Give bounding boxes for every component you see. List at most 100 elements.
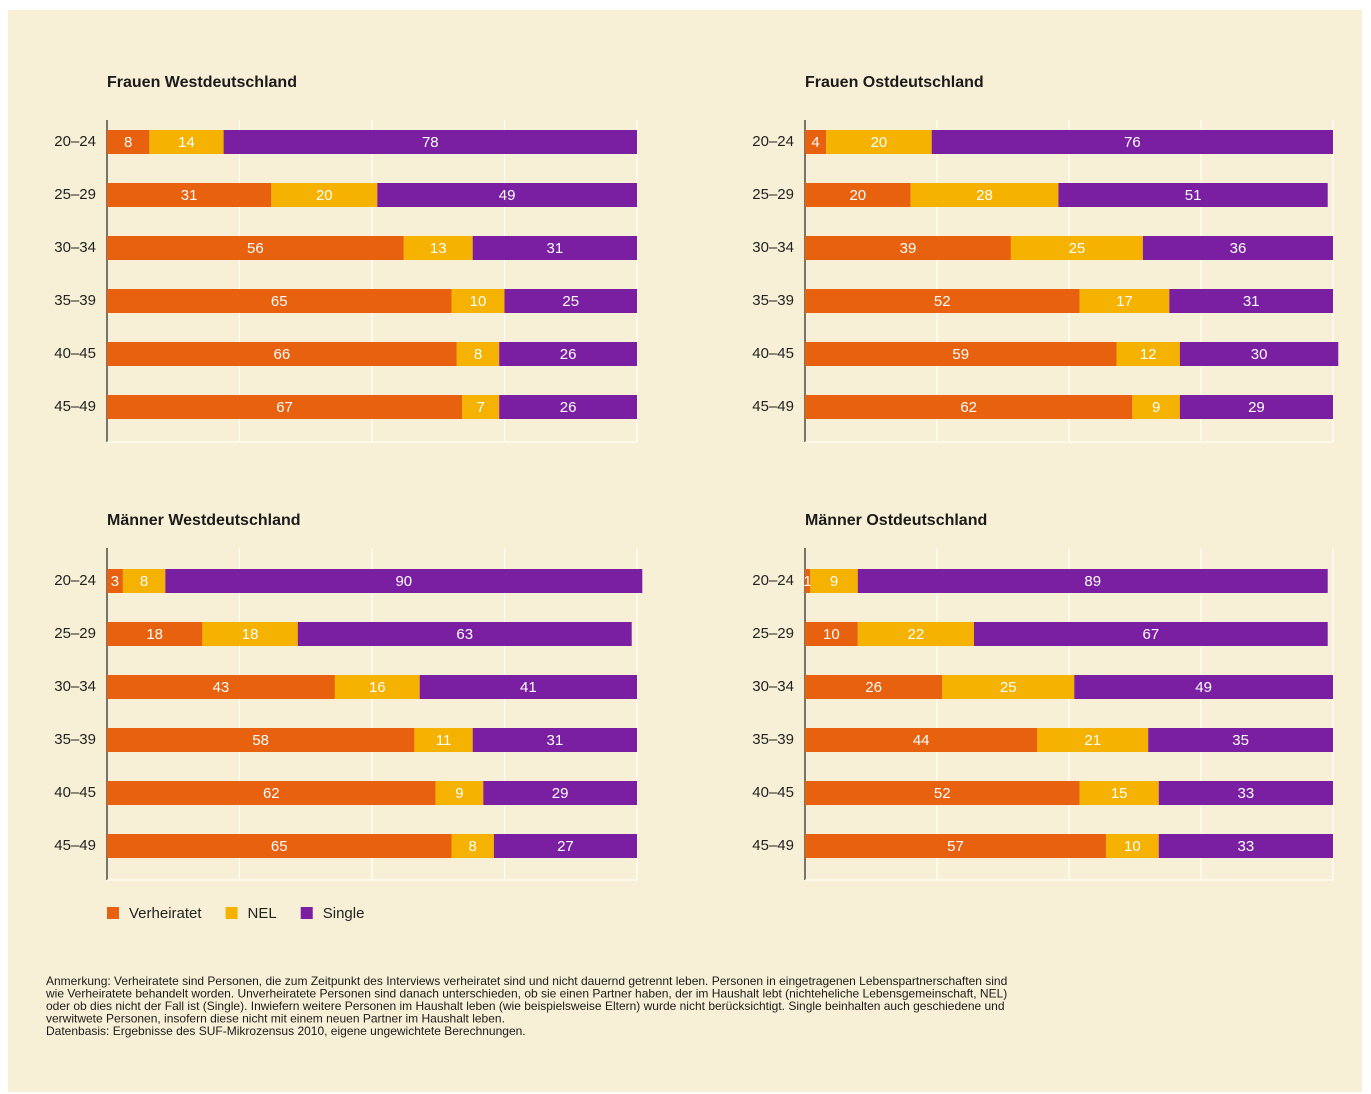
legend-label: NEL	[248, 905, 277, 922]
data-label: 52	[934, 785, 951, 802]
bar-segment	[805, 569, 811, 593]
data-label: 29	[552, 785, 569, 802]
y-tick-label: 20–24	[752, 572, 794, 589]
data-label: 26	[560, 399, 577, 416]
data-label: 56	[247, 240, 264, 257]
data-label: 31	[547, 240, 564, 257]
data-label: 8	[140, 573, 148, 590]
data-label: 27	[557, 838, 574, 855]
note-line: oder ob dies nicht der Fall ist (Single)…	[46, 999, 1005, 1013]
data-label: 43	[213, 679, 230, 696]
data-label: 31	[181, 187, 198, 204]
data-label: 10	[470, 293, 487, 310]
data-label: 49	[499, 187, 516, 204]
data-label: 9	[455, 785, 463, 802]
data-label: 25	[562, 293, 579, 310]
bar-segment	[107, 834, 452, 858]
bar-segment	[1079, 781, 1159, 805]
data-label: 51	[1185, 187, 1202, 204]
note-line: Anmerkung: Verheiratete sind Personen, d…	[46, 974, 1007, 988]
data-label: 11	[436, 732, 452, 749]
data-label: 67	[276, 399, 293, 416]
y-tick-label: 35–39	[54, 292, 96, 309]
chart-title: Frauen Westdeutschland	[107, 74, 297, 91]
data-label: 4	[811, 134, 819, 151]
y-tick-label: 40–45	[752, 784, 794, 801]
bar-segment	[223, 130, 637, 154]
data-label: 66	[274, 346, 291, 363]
data-label: 25	[1069, 240, 1086, 257]
bar-segment	[805, 781, 1080, 805]
bar-segment	[149, 130, 224, 154]
y-tick-label: 45–49	[752, 398, 794, 415]
bar-segment	[1058, 183, 1328, 207]
bar-segment	[456, 342, 500, 366]
bar-segment	[107, 569, 123, 593]
background	[8, 10, 1362, 1092]
bar-segment	[1079, 289, 1170, 313]
y-tick-label: 30–34	[54, 678, 96, 695]
data-label: 65	[271, 838, 288, 855]
data-label: 20	[849, 187, 866, 204]
bar-segment	[1158, 781, 1333, 805]
bar-segment	[1142, 236, 1333, 260]
bar-segment	[1037, 728, 1149, 752]
data-label: 35	[1232, 732, 1249, 749]
bar-segment	[414, 728, 473, 752]
data-label: 57	[947, 838, 964, 855]
y-tick-label: 30–34	[752, 678, 794, 695]
data-label: 33	[1238, 838, 1255, 855]
data-label: 21	[1084, 732, 1101, 749]
data-label: 10	[1124, 838, 1141, 855]
legend-swatch	[107, 907, 119, 919]
bar-segment	[107, 342, 457, 366]
bar-segment	[805, 342, 1117, 366]
data-label: 31	[547, 732, 564, 749]
bar-segment	[334, 675, 420, 699]
data-label: 20	[871, 134, 888, 151]
bar-segment	[122, 569, 166, 593]
data-label: 25	[1000, 679, 1017, 696]
data-label: 39	[900, 240, 917, 257]
y-tick-label: 20–24	[54, 133, 96, 150]
data-label: 1	[803, 573, 811, 590]
bar-segment	[297, 622, 632, 646]
bar-segment	[107, 675, 335, 699]
bar-segment	[165, 569, 643, 593]
data-label: 13	[430, 240, 447, 257]
bar-segment	[1158, 834, 1333, 858]
data-label: 7	[476, 399, 484, 416]
bar-segment	[451, 289, 505, 313]
data-label: 65	[271, 293, 288, 310]
y-tick-label: 25–29	[54, 186, 96, 203]
bar-segment	[499, 342, 637, 366]
bar-segment	[504, 289, 637, 313]
bar-segment	[435, 781, 484, 805]
bar-segment	[805, 622, 858, 646]
bar-segment	[1074, 675, 1333, 699]
bar-segment	[202, 622, 298, 646]
data-label: 18	[146, 626, 163, 643]
data-label: 20	[316, 187, 333, 204]
data-label: 9	[830, 573, 838, 590]
data-label: 30	[1251, 346, 1268, 363]
data-label: 33	[1238, 785, 1255, 802]
bar-segment	[805, 395, 1133, 419]
y-tick-label: 45–49	[54, 837, 96, 854]
data-label: 44	[913, 732, 930, 749]
y-tick-label: 35–39	[54, 731, 96, 748]
data-label: 29	[1248, 399, 1265, 416]
y-tick-label: 25–29	[752, 625, 794, 642]
data-label: 41	[520, 679, 537, 696]
y-tick-label: 40–45	[752, 345, 794, 362]
bar-segment	[1169, 289, 1333, 313]
y-tick-label: 20–24	[54, 572, 96, 589]
bar-segment	[107, 781, 436, 805]
bar-segment	[499, 395, 637, 419]
bar-segment	[483, 781, 637, 805]
data-label: 18	[242, 626, 259, 643]
bar-segment	[805, 834, 1106, 858]
bar-segment	[493, 834, 637, 858]
